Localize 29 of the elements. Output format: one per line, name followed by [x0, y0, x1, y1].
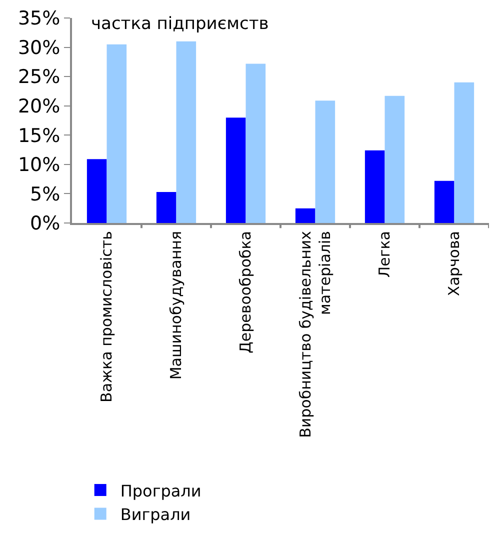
bar [315, 100, 336, 223]
x-tick-label: Легка [376, 231, 394, 278]
legend-label: Програли [120, 481, 202, 500]
x-tick-label: Важка промисловість [98, 231, 116, 402]
chart-title: частка підприємств [91, 14, 269, 34]
y-tick-label: 30% [18, 36, 60, 59]
y-tick-label: 20% [18, 96, 60, 118]
x-tick-label: Машинобудування [167, 231, 186, 380]
bar [434, 180, 454, 223]
x-tick-label: Харчова [445, 231, 464, 296]
y-tick-label: 0% [30, 212, 60, 235]
bar [454, 82, 474, 223]
bar [364, 150, 385, 223]
y-tick-label: 35% [18, 8, 60, 30]
bar [246, 64, 266, 223]
y-tick-label: 10% [18, 154, 60, 176]
y-tick-label: 15% [18, 124, 60, 147]
x-tick-label: Деревообробка [236, 231, 255, 354]
bar [106, 44, 127, 223]
legend-label: Виграли [120, 505, 191, 524]
bar [176, 41, 196, 223]
y-tick-label: 5% [30, 183, 60, 206]
x-tick-label: Виробництво будівельних матеріалів [296, 230, 334, 438]
bar [86, 159, 107, 223]
bar [295, 208, 316, 223]
y-tick-label: 25% [18, 66, 60, 88]
bar [156, 192, 176, 223]
bar [226, 118, 246, 223]
bar [384, 96, 405, 223]
